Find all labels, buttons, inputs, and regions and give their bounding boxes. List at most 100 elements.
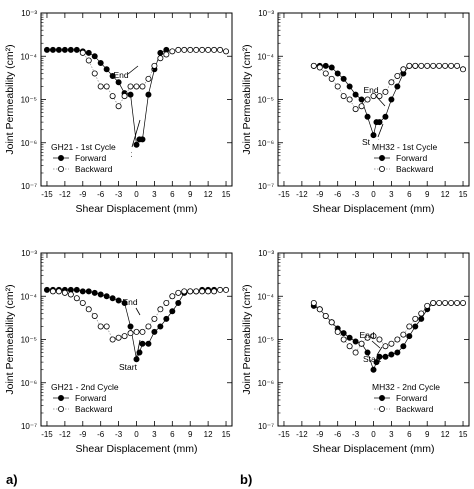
data-point-backward-mh32-1: [430, 62, 437, 69]
x-tick-label-mh32-1: 3: [389, 190, 394, 199]
annotation-end-gh21-1: End: [113, 70, 128, 80]
data-point-forward-gh21-1: [103, 66, 110, 73]
x-axis-title-gh21-2: Shear Displacement (mm): [76, 443, 198, 455]
data-point-backward-gh21-2: [85, 306, 92, 313]
x-tick-label-gh21-2: -6: [97, 430, 105, 439]
annotation-end-mh32-2: End: [359, 330, 374, 340]
data-point-backward-mh32-1: [424, 62, 431, 69]
data-point-backward-gh21-1: [175, 46, 182, 53]
x-tick-label-gh21-1: 6: [170, 190, 175, 199]
data-point-backward-mh32-1: [448, 62, 455, 69]
data-point-forward-gh21-1: [145, 91, 152, 98]
y-tick-label-gh21-2: 10⁻⁴: [20, 292, 37, 301]
data-point-forward-gh21-1: [97, 59, 104, 66]
x-tick-label-mh32-1: 0: [371, 190, 376, 199]
data-point-forward-gh21-2: [175, 299, 182, 306]
data-point-forward-mh32-2: [352, 338, 359, 345]
data-point-backward-gh21-2: [181, 288, 188, 295]
data-point-forward-gh21-2: [121, 299, 128, 306]
x-tick-label-gh21-2: 15: [222, 430, 231, 439]
annotation-start-arrow-mh32-1: [377, 123, 384, 138]
data-point-backward-mh32-1: [412, 62, 419, 69]
x-tick-label-gh21-1: 15: [222, 190, 231, 199]
data-point-backward-mh32-1: [358, 103, 365, 110]
x-tick-label-mh32-2: 3: [389, 430, 394, 439]
data-point-backward-gh21-1: [79, 49, 86, 56]
legend-entry-backward-gh21-1: Backward: [75, 164, 113, 174]
data-point-backward-gh21-2: [121, 333, 128, 340]
x-tick-label-gh21-2: 12: [204, 430, 213, 439]
y-tick-label-mh32-2: 10⁻⁴: [257, 292, 274, 301]
annotation-end-mh32-1: End: [363, 85, 378, 95]
y-axis-title-mh32-2: Joint Permeability (cm²): [241, 284, 253, 394]
data-point-backward-mh32-2: [328, 319, 335, 326]
data-point-backward-mh32-2: [388, 340, 395, 347]
data-point-forward-mh32-2: [406, 333, 413, 340]
legend-marker-backward-gh21-1: [58, 165, 65, 172]
data-point-forward-mh32-2: [364, 349, 371, 356]
data-point-backward-gh21-2: [79, 299, 86, 306]
annotation-start-arrow-mh32-2: [376, 346, 383, 356]
data-point-forward-mh32-1: [388, 96, 395, 103]
data-point-backward-gh21-2: [169, 293, 176, 300]
y-tick-label-mh32-1: 10⁻⁷: [258, 182, 274, 191]
panel-label-b: b): [240, 472, 252, 487]
annotation-start-arrow-gh21-2: [135, 339, 141, 361]
data-point-backward-gh21-1: [115, 103, 122, 110]
y-tick-label-gh21-1: 10⁻⁴: [20, 52, 37, 61]
legend-entry-forward-gh21-2: Forward: [75, 393, 106, 403]
data-point-backward-mh32-2: [424, 302, 431, 309]
data-point-backward-gh21-2: [145, 323, 152, 330]
data-point-backward-mh32-1: [334, 83, 341, 90]
y-tick-label-mh32-2: 10⁻⁶: [258, 379, 274, 388]
x-tick-label-mh32-2: -9: [316, 430, 324, 439]
series-line-forward-mh32-2: [313, 302, 434, 371]
data-point-backward-mh32-1: [436, 62, 443, 69]
data-point-forward-mh32-1: [382, 113, 389, 120]
data-point-forward-mh32-1: [334, 70, 341, 77]
legend-entry-forward-mh32-2: Forward: [396, 393, 427, 403]
data-point-backward-mh32-1: [454, 62, 461, 69]
data-point-backward-mh32-1: [460, 66, 467, 73]
x-tick-label-mh32-2: 12: [441, 430, 450, 439]
y-tick-label-mh32-2: 10⁻³: [258, 249, 274, 258]
x-tick-label-gh21-2: -15: [41, 430, 53, 439]
data-point-forward-mh32-1: [346, 83, 353, 90]
data-point-backward-mh32-1: [346, 96, 353, 103]
data-point-forward-mh32-2: [400, 343, 407, 350]
data-point-forward-gh21-2: [169, 308, 176, 315]
legend-entry-backward-mh32-2: Backward: [396, 404, 434, 414]
legend-entry-backward-gh21-2: Backward: [75, 404, 113, 414]
annotation-start-arrow-gh21-1: [131, 119, 141, 148]
data-point-backward-gh21-2: [115, 334, 122, 341]
data-point-backward-gh21-2: [205, 288, 212, 295]
data-point-backward-mh32-2: [358, 340, 365, 347]
data-point-forward-mh32-1: [322, 62, 329, 69]
data-point-forward-gh21-2: [79, 288, 86, 295]
data-point-backward-gh21-2: [91, 312, 98, 319]
data-point-forward-gh21-1: [157, 49, 164, 56]
data-point-backward-gh21-2: [133, 328, 140, 335]
x-tick-label-mh32-2: -12: [296, 430, 308, 439]
data-point-backward-gh21-1: [193, 46, 200, 53]
data-point-backward-mh32-2: [436, 299, 443, 306]
y-tick-label-gh21-1: 10⁻⁷: [21, 182, 37, 191]
data-point-forward-gh21-1: [139, 136, 146, 143]
data-point-backward-mh32-2: [352, 349, 359, 356]
data-point-forward-mh32-2: [412, 323, 419, 330]
x-tick-label-gh21-1: 12: [204, 190, 213, 199]
data-point-backward-mh32-2: [340, 336, 347, 343]
data-point-forward-gh21-1: [43, 46, 50, 53]
y-tick-label-gh21-2: 10⁻⁵: [21, 336, 37, 345]
data-point-backward-mh32-2: [442, 299, 449, 306]
data-point-forward-gh21-1: [115, 79, 122, 86]
data-point-backward-gh21-2: [103, 323, 110, 330]
data-point-backward-gh21-1: [121, 93, 128, 100]
x-tick-label-mh32-1: -9: [316, 190, 324, 199]
data-point-backward-mh32-1: [394, 72, 401, 79]
data-point-backward-gh21-2: [73, 295, 80, 302]
x-tick-label-gh21-1: -15: [41, 190, 53, 199]
data-point-backward-mh32-1: [388, 79, 395, 86]
x-tick-label-mh32-2: -3: [352, 430, 360, 439]
data-point-backward-mh32-2: [418, 310, 425, 317]
